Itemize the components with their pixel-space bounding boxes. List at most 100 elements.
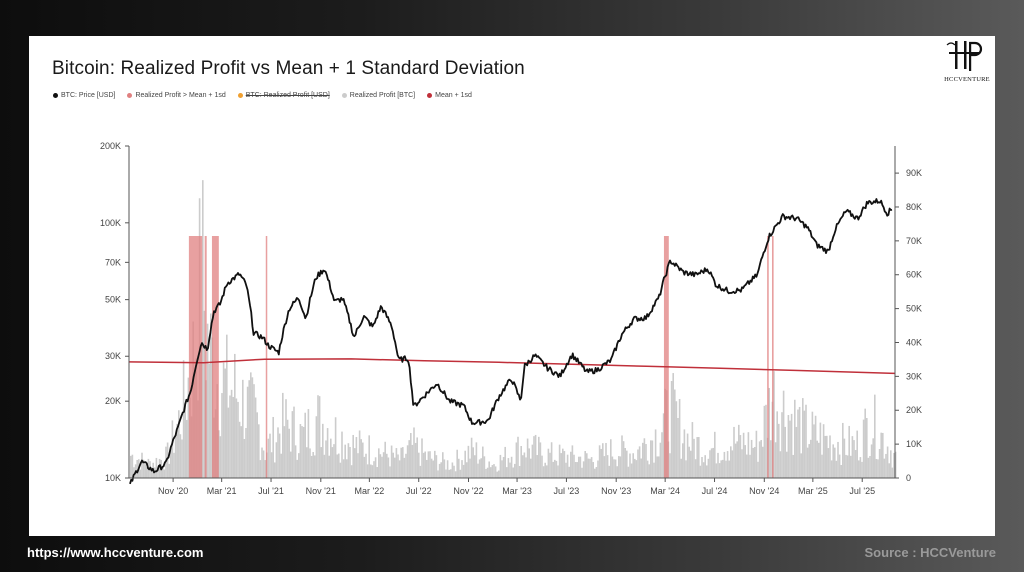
realized-profit-bar <box>534 434 537 478</box>
chart-card: Bitcoin: Realized Profit vs Mean + 1 Sta… <box>29 36 995 536</box>
realized-profit-bar <box>864 408 866 478</box>
realized-profit-bar <box>386 453 388 478</box>
realized-profit-bar <box>461 460 463 478</box>
realized-profit-highlight-band <box>663 236 669 478</box>
realized-profit-bar <box>445 469 447 478</box>
realized-profit-bar <box>278 433 281 478</box>
realized-profit-bar <box>888 463 890 478</box>
realized-profit-bar <box>254 397 257 478</box>
realized-profit-bar <box>770 440 772 478</box>
realized-profit-bar <box>424 451 426 478</box>
x-tick-label: Jul '21 <box>258 486 284 496</box>
realized-profit-bar <box>837 441 839 478</box>
realized-profit-bar <box>237 401 239 478</box>
realized-profit-bar <box>523 452 526 478</box>
realized-profit-bar <box>509 462 511 478</box>
realized-profit-bar <box>701 457 703 478</box>
realized-profit-bar <box>174 436 177 478</box>
realized-profit-bar <box>187 377 190 478</box>
legend-item-btc-price[interactable]: BTC: Price [USD] <box>53 92 115 99</box>
realized-profit-bar <box>869 456 871 478</box>
realized-profit-bar <box>525 457 527 478</box>
realized-profit-bar <box>482 446 484 478</box>
realized-profit-area-layer <box>130 180 897 478</box>
realized-profit-bar <box>832 444 834 478</box>
realized-profit-bar <box>379 454 382 478</box>
realized-profit-bar <box>760 439 762 478</box>
realized-profit-bar <box>606 455 609 478</box>
realized-profit-bar <box>339 462 342 478</box>
realized-profit-bar <box>619 456 622 478</box>
realized-profit-bar <box>710 448 713 478</box>
realized-profit-bar <box>717 452 719 478</box>
realized-profit-bar <box>146 467 148 478</box>
realized-profit-bar <box>530 458 532 478</box>
realized-profit-bar <box>310 455 313 478</box>
realized-profit-bar <box>526 438 529 478</box>
realized-profit-bar <box>645 444 647 478</box>
realized-profit-bar <box>485 468 487 478</box>
realized-profit-bar <box>672 373 674 478</box>
realized-profit-bar <box>670 380 673 478</box>
realized-profit-bar <box>171 420 174 478</box>
realized-profit-bar <box>250 372 252 478</box>
x-tick-label: Jul '25 <box>849 486 875 496</box>
realized-profit-bar <box>811 411 814 478</box>
legend-item-realized-profit-usd[interactable]: BTC: Realized Profit [USD] <box>237 92 330 99</box>
realized-profit-bar <box>139 469 142 478</box>
realized-profit-bar <box>232 396 234 478</box>
realized-profit-bar <box>293 406 295 478</box>
realized-profit-bar <box>334 417 337 478</box>
realized-profit-bar <box>693 438 695 478</box>
realized-profit-bar <box>322 423 324 478</box>
realized-profit-bar <box>805 404 807 478</box>
realized-profit-bar <box>390 445 393 478</box>
hccventure-logo: HCCVENTURE <box>941 39 993 87</box>
realized-profit-bar <box>789 420 791 478</box>
realized-profit-bar <box>861 461 863 478</box>
mean-plus-1sd-line <box>128 358 896 375</box>
realized-profit-bar <box>779 451 782 478</box>
realized-profit-bar <box>834 447 836 478</box>
legend-item-realized-profit-btc[interactable]: Realized Profit [BTC] <box>341 92 415 99</box>
realized-profit-bar <box>842 422 844 478</box>
realized-profit-bar <box>595 467 598 478</box>
realized-profit-bar <box>414 442 417 478</box>
realized-profit-bar <box>720 460 722 478</box>
realized-profit-bar <box>858 460 860 478</box>
realized-profit-bar <box>731 450 734 478</box>
realized-profit-bar <box>304 412 306 478</box>
realized-profit-bar <box>166 442 169 478</box>
realized-profit-bar <box>880 432 882 478</box>
realized-profit-bar <box>360 439 362 478</box>
mean-line-layer <box>128 358 896 375</box>
realized-profit-bar <box>142 459 145 478</box>
realized-profit-bar <box>723 451 726 478</box>
realized-profit-bar <box>437 470 439 478</box>
legend-marker <box>53 93 58 98</box>
realized-profit-bar <box>578 456 580 478</box>
realized-profit-bar <box>650 440 652 478</box>
realized-profit-bar <box>792 454 794 478</box>
legend-item-realized-profit-over-mean[interactable]: Realized Profit > Mean + 1sd <box>127 92 226 99</box>
y-right-tick-label: 30K <box>906 371 922 381</box>
realized-profit-bar <box>317 395 319 478</box>
realized-profit-bar <box>210 313 212 478</box>
realized-profit-bar <box>326 428 329 478</box>
realized-profit-bar <box>290 451 292 478</box>
realized-profit-bar <box>291 411 294 478</box>
legend-marker <box>237 93 243 98</box>
realized-profit-bar <box>866 418 868 478</box>
realized-profit-bar <box>331 447 334 478</box>
legend-item-mean-1sd[interactable]: Mean + 1sd <box>427 92 472 99</box>
realized-profit-bar <box>726 451 729 478</box>
realized-profit-bar <box>707 458 710 478</box>
realized-profit-bar <box>434 450 436 478</box>
realized-profit-bar <box>784 426 786 478</box>
realized-profit-bar <box>730 446 732 478</box>
logo-text: HCCVENTURE <box>944 76 990 83</box>
website-url[interactable]: https://www.hccventure.com <box>27 545 204 560</box>
realized-profit-bar <box>251 377 254 478</box>
realized-profit-bar <box>654 429 657 478</box>
realized-profit-bar <box>264 460 266 478</box>
